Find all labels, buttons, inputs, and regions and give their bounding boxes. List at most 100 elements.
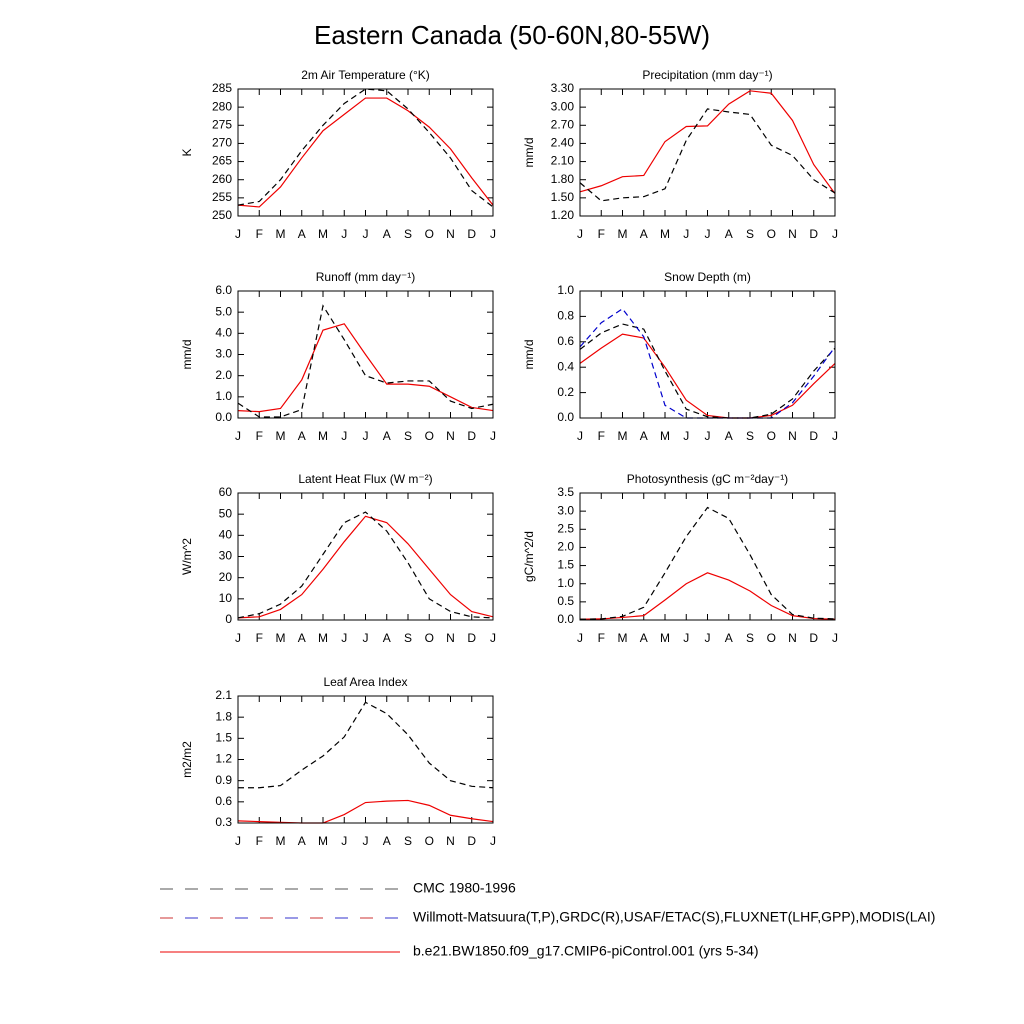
y-tick-label: 280: [212, 99, 232, 113]
y-tick-label: 3.0: [557, 503, 574, 517]
x-tick-label: N: [446, 429, 455, 443]
x-tick-label: M: [618, 227, 628, 241]
x-tick-label: A: [298, 429, 306, 443]
x-tick-label: M: [276, 227, 286, 241]
y-axis-label: W/m^2: [180, 538, 194, 575]
series-line: [237, 515, 494, 619]
series-line: [237, 323, 494, 413]
y-tick-label: 1.0: [215, 389, 232, 403]
x-tick-label: O: [425, 429, 434, 443]
x-tick-label: J: [577, 631, 583, 645]
legend-label: b.e21.BW1850.f09_g17.CMIP6-piControl.001…: [413, 943, 759, 959]
legend-label: Willmott-Matsuura(T,P),GRDC(R),USAF/ETAC…: [413, 909, 935, 925]
x-tick-label: M: [618, 631, 628, 645]
x-tick-label: J: [341, 631, 347, 645]
x-tick-label: D: [467, 227, 476, 241]
x-tick-label: A: [725, 429, 733, 443]
y-tick-label: 260: [212, 172, 232, 186]
series-line: [237, 88, 494, 208]
x-tick-label: O: [767, 429, 776, 443]
y-tick-label: 0.0: [557, 612, 574, 626]
x-tick-label: J: [490, 834, 496, 848]
x-tick-label: J: [490, 429, 496, 443]
y-tick-label: 60: [219, 485, 233, 499]
y-tick-label: 30: [219, 549, 233, 563]
x-tick-label: F: [256, 227, 263, 241]
y-tick-label: 2.1: [215, 688, 232, 702]
y-tick-label: 4.0: [215, 326, 232, 340]
y-tick-label: 270: [212, 136, 232, 150]
y-tick-label: 3.5: [557, 485, 574, 499]
x-tick-label: J: [363, 834, 369, 848]
x-tick-label: J: [235, 834, 241, 848]
x-tick-label: S: [404, 429, 412, 443]
y-axis-label: mm/d: [522, 138, 536, 168]
x-tick-label: D: [809, 429, 818, 443]
y-tick-label: 1.8: [215, 709, 232, 723]
x-tick-label: J: [577, 227, 583, 241]
panel-title: 2m Air Temperature (°K): [301, 68, 430, 82]
x-tick-label: J: [683, 631, 689, 645]
y-axis-label: gC/m^2/d: [522, 531, 536, 582]
y-tick-label: 0: [225, 612, 232, 626]
x-tick-label: O: [425, 631, 434, 645]
x-tick-label: M: [276, 631, 286, 645]
x-tick-label: A: [725, 631, 733, 645]
y-tick-label: 1.5: [557, 558, 574, 572]
x-tick-label: A: [298, 631, 306, 645]
x-tick-label: O: [767, 631, 776, 645]
x-tick-label: S: [404, 631, 412, 645]
x-tick-label: J: [363, 227, 369, 241]
y-tick-label: 285: [212, 81, 232, 95]
x-tick-label: M: [318, 429, 328, 443]
y-tick-label: 1.0: [557, 576, 574, 590]
x-tick-label: J: [490, 227, 496, 241]
x-tick-label: M: [660, 429, 670, 443]
y-tick-label: 50: [219, 506, 233, 520]
plot-frame: [237, 695, 494, 824]
plot-frame: [237, 88, 494, 217]
x-tick-label: S: [746, 631, 754, 645]
x-tick-label: M: [318, 631, 328, 645]
x-tick-label: J: [341, 227, 347, 241]
y-tick-label: 0.5: [557, 594, 574, 608]
y-tick-label: 0.0: [557, 410, 574, 424]
y-axis-label: mm/d: [522, 340, 536, 370]
panel-title: Photosynthesis (gC m⁻²day⁻¹): [627, 472, 788, 486]
x-tick-label: J: [705, 429, 711, 443]
y-axis-label: mm/d: [180, 340, 194, 370]
x-tick-label: F: [256, 834, 263, 848]
y-tick-label: 5.0: [215, 304, 232, 318]
y-tick-label: 2.40: [551, 136, 575, 150]
y-tick-label: 0.6: [215, 794, 232, 808]
x-tick-label: J: [341, 429, 347, 443]
x-tick-label: D: [809, 631, 818, 645]
series-line: [237, 799, 494, 824]
x-tick-label: M: [318, 834, 328, 848]
y-tick-label: 0.2: [557, 385, 574, 399]
y-tick-label: 1.5: [215, 731, 232, 745]
x-tick-label: A: [640, 227, 648, 241]
y-tick-label: 0.9: [215, 773, 232, 787]
x-tick-label: M: [318, 227, 328, 241]
x-tick-label: S: [404, 834, 412, 848]
x-tick-label: S: [746, 227, 754, 241]
y-tick-label: 2.10: [551, 154, 575, 168]
y-tick-label: 2.5: [557, 521, 574, 535]
x-tick-label: D: [809, 227, 818, 241]
y-tick-label: 2.0: [215, 368, 232, 382]
y-tick-label: 0.6: [557, 334, 574, 348]
plot-frame: [237, 492, 494, 621]
x-tick-label: N: [788, 227, 797, 241]
x-tick-label: N: [788, 429, 797, 443]
y-tick-label: 20: [219, 570, 233, 584]
x-tick-label: F: [598, 631, 605, 645]
x-tick-label: A: [383, 429, 391, 443]
x-tick-label: J: [832, 429, 838, 443]
x-tick-label: J: [683, 227, 689, 241]
series-line: [579, 333, 836, 419]
x-tick-label: S: [746, 429, 754, 443]
panel-title: Precipitation (mm day⁻¹): [642, 68, 772, 82]
x-tick-label: M: [660, 227, 670, 241]
